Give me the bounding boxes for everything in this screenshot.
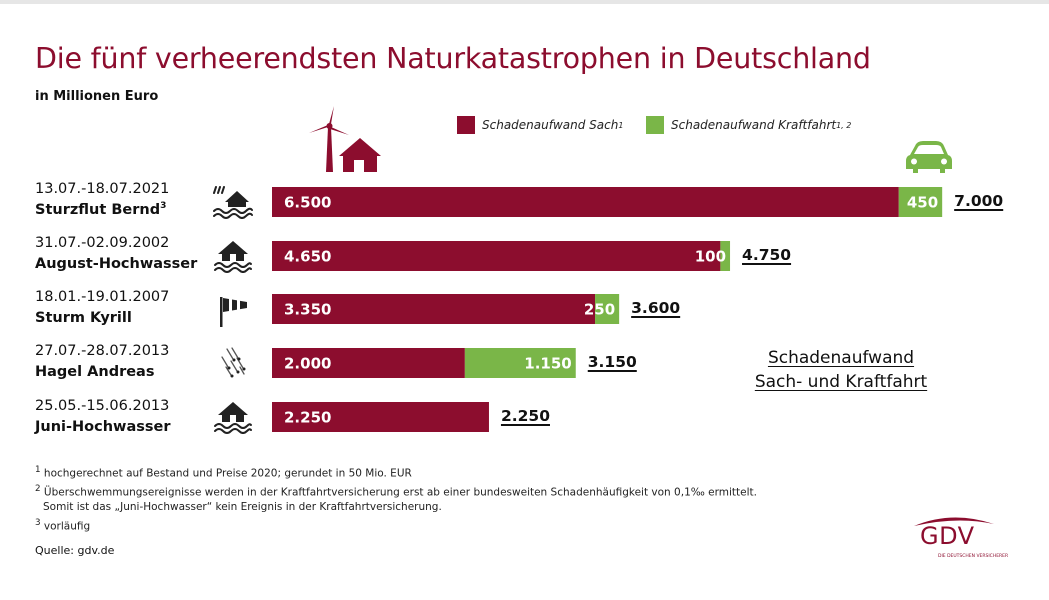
row-name-text: Sturm Kyrill (35, 309, 132, 326)
wind-turbine-house-icon (309, 106, 381, 172)
footnote-mark: 2 (35, 483, 41, 494)
legend-item-sach: Schadenaufwand Sach 1 (457, 115, 623, 135)
flooded-house-icon (214, 241, 252, 273)
row-name-text: Juni-Hochwasser (35, 418, 171, 435)
bar-sach (272, 348, 465, 378)
row-name: Sturm Kyrill (35, 309, 132, 326)
footnote-2: 2 Überschwemmungsereignisse werden in de… (35, 482, 757, 501)
hail-icon (221, 347, 246, 378)
bar-label-sach: 3.350 (284, 301, 331, 319)
bar-sach (272, 241, 721, 271)
bar-sach (272, 402, 489, 432)
footnote-mark: 3 (35, 517, 41, 528)
row-name-sup: 3 (160, 201, 167, 211)
legend-sup-sach: 1 (618, 120, 624, 130)
footnote-1: 1 hochgerechnet auf Bestand und Preise 2… (35, 463, 757, 482)
bar-kraftfahrt (898, 187, 943, 217)
footnote-text: vorläufig (43, 520, 91, 533)
row-date: 13.07.-18.07.2021 (35, 181, 170, 197)
total-label: 4.750 (742, 246, 792, 264)
row-name-text: Sturzflut Bernd (35, 201, 161, 218)
row-date: 31.07.-02.09.2002 (35, 235, 170, 251)
chart-subtitle: in Millionen Euro (35, 89, 159, 104)
row-date: 27.07.-28.07.2013 (35, 343, 170, 359)
footnotes: 1 hochgerechnet auf Bestand und Preise 2… (35, 463, 757, 534)
footnote-mark: 1 (35, 465, 41, 475)
callout-line-1: Schadenaufwand (767, 348, 915, 368)
legend-swatch-kraftfahrt (646, 116, 664, 134)
row-name: Sturzflut Bernd3 (35, 201, 166, 218)
bar-label-sach: 2.250 (284, 409, 331, 427)
bar-sach (272, 187, 899, 217)
bar-label-kraftfahrt: 250 (584, 301, 615, 319)
bar-sach (272, 294, 596, 324)
gdv-logo: GDV (920, 522, 975, 550)
bar-label-kraftfahrt: 1.150 (524, 355, 571, 373)
total-label: 7.000 (954, 192, 1004, 210)
flood-storm-icon (213, 186, 253, 219)
row-name-text: Hagel Andreas (35, 363, 155, 380)
bar-label-kraftfahrt: 100 (695, 248, 726, 266)
footnote-text: hochgerechnet auf Bestand und Preise 202… (43, 467, 412, 480)
callout-line-2: Sach- und Kraftfahrt (754, 372, 928, 392)
total-label: 3.600 (631, 299, 681, 317)
top-rule (0, 0, 1049, 4)
legend-label-sach: Schadenaufwand Sach (482, 118, 619, 132)
chart-title: Die fünf verheerendsten Naturkatastrophe… (35, 42, 871, 75)
total-label: 2.250 (500, 407, 550, 425)
row-date: 18.01.-19.01.2007 (35, 289, 170, 305)
bar-label-sach: 2.000 (284, 355, 331, 373)
gdv-logo-tagline: DIE DEUTSCHEN VERSICHERER (938, 554, 1009, 559)
source-note: Quelle: gdv.de (35, 544, 115, 557)
flooded-house-icon (214, 402, 252, 434)
row-name: Hagel Andreas (35, 363, 154, 380)
total-label: 3.150 (587, 353, 637, 371)
bar-kraftfahrt (720, 241, 731, 271)
legend-label-kraftfahrt: Schadenaufwand Kraftfahrt (671, 118, 837, 132)
car-icon (906, 141, 952, 173)
bar-label-sach: 6.500 (284, 194, 331, 212)
gdv-logo-swoosh (914, 517, 994, 526)
legend-sup-kraftfahrt: 1, 2 (836, 120, 852, 130)
bar-label-sach: 4.650 (284, 248, 331, 266)
footnote-text: Überschwemmungsereignisse werden in der … (43, 486, 757, 499)
row-name: Juni-Hochwasser (35, 418, 170, 435)
bar-label-kraftfahrt: 450 (907, 194, 938, 212)
row-date: 25.05.-15.06.2013 (35, 398, 170, 414)
footnote-3: 3 vorläufig (35, 516, 757, 535)
row-name-text: August-Hochwasser (35, 255, 198, 272)
bar-kraftfahrt (464, 348, 576, 378)
legend-item-kraftfahrt: Schadenaufwand Kraftfahrt 1, 2 (646, 115, 851, 135)
footnote-2-continued: Somit ist das „Juni-Hochwasser“ kein Ere… (43, 501, 442, 514)
callout-note: Schadenaufwand Sach- und Kraftfahrt (741, 346, 941, 394)
bar-kraftfahrt (595, 294, 620, 324)
row-name: August-Hochwasser (35, 255, 197, 272)
windsock-icon (220, 297, 247, 327)
legend-swatch-sach (457, 116, 475, 134)
